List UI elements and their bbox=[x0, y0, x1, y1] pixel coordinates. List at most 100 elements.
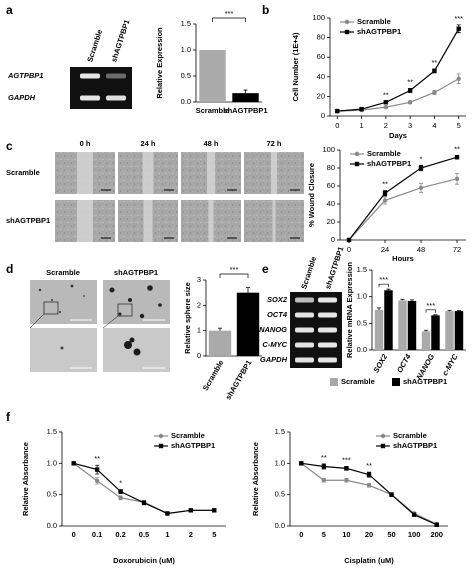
y-axis-label: Relative Absorbance bbox=[251, 442, 260, 516]
gel-band bbox=[295, 327, 314, 333]
error-bar bbox=[377, 307, 382, 310]
sphere bbox=[133, 348, 141, 356]
y-tick-label: 20 bbox=[327, 217, 335, 226]
significance-label: * bbox=[119, 479, 122, 488]
error-bar bbox=[419, 182, 423, 193]
panel-letter: a bbox=[6, 3, 13, 17]
image-column-label: 72 h bbox=[266, 139, 281, 148]
legend-label: Scramble bbox=[357, 17, 391, 26]
error-bar bbox=[386, 288, 391, 291]
panel-letter: f bbox=[6, 410, 11, 424]
x-tick-label: 20 bbox=[365, 530, 373, 539]
x-tick-label: 3 bbox=[408, 121, 412, 130]
x-tick-label: shAGTPBP1 bbox=[224, 358, 254, 401]
gel-row-label: SOX2 bbox=[267, 295, 288, 304]
panel-letter: c bbox=[6, 139, 13, 153]
x-tick-label: 200 bbox=[430, 530, 443, 539]
x-tick-label: 0 bbox=[335, 121, 339, 130]
error-bar bbox=[433, 314, 438, 316]
x-tick-label: c-MYC bbox=[440, 352, 460, 377]
marker bbox=[389, 492, 394, 497]
significance-bracket bbox=[212, 17, 246, 22]
marker bbox=[118, 489, 123, 494]
marker bbox=[432, 68, 437, 74]
x-tick-label: OCT4 bbox=[395, 352, 413, 375]
y-tick-label: 0.5 bbox=[47, 490, 57, 499]
gel-column-label: shAGTPBP1 bbox=[109, 18, 131, 63]
gel-band bbox=[106, 95, 126, 101]
legend-label: Scramble bbox=[171, 431, 205, 440]
y-axis-label: Relative Absorbance bbox=[21, 442, 30, 516]
scratch-gap bbox=[143, 200, 153, 242]
image-column-label: 24 h bbox=[140, 139, 155, 148]
y-tick-label: 1.5 bbox=[181, 19, 191, 28]
gel-band bbox=[295, 357, 314, 363]
bar bbox=[199, 50, 226, 102]
y-tick-label: 1.5 bbox=[47, 427, 57, 436]
x-tick-label: 1 bbox=[359, 121, 363, 130]
scratch-gap bbox=[207, 152, 215, 194]
sphere bbox=[60, 346, 64, 350]
y-tick-label: 1.5 bbox=[357, 265, 367, 274]
error-bar bbox=[456, 310, 461, 312]
bar bbox=[208, 330, 232, 356]
bar bbox=[232, 93, 259, 102]
y-axis-label: Relative Expression bbox=[155, 27, 164, 99]
marker bbox=[454, 155, 460, 160]
y-tick-label: 100 bbox=[312, 13, 325, 22]
error-bar bbox=[246, 287, 250, 293]
significance-label: ** bbox=[321, 453, 327, 462]
sphere bbox=[147, 285, 153, 291]
y-tick-label: 0.0 bbox=[181, 97, 191, 106]
image-column-label: Scramble bbox=[46, 268, 80, 277]
x-tick-label: 0 bbox=[72, 530, 76, 539]
y-tick-label: 60 bbox=[317, 52, 325, 61]
x-tick-label: 2 bbox=[189, 530, 193, 539]
sphere bbox=[59, 311, 61, 313]
y-tick-label: 1.5 bbox=[275, 427, 285, 436]
marker bbox=[407, 88, 413, 93]
x-tick-label: 0.5 bbox=[139, 530, 149, 539]
significance-label: ** bbox=[383, 90, 389, 99]
marker bbox=[212, 508, 217, 513]
bar bbox=[384, 290, 393, 350]
marker bbox=[299, 461, 304, 466]
significance-label: *** bbox=[225, 9, 234, 18]
gel-column-label: Scramble bbox=[299, 255, 318, 290]
legend-label: shAGTPBP1 bbox=[357, 27, 401, 36]
significance-label: *** bbox=[230, 265, 239, 274]
legend-marker bbox=[344, 19, 350, 25]
error-bar bbox=[243, 89, 248, 94]
y-tick-label: 1.0 bbox=[47, 458, 57, 467]
marker bbox=[456, 26, 461, 31]
gel-column-label: shAGTPBP1 bbox=[323, 245, 345, 290]
significance-label: *** bbox=[426, 301, 435, 310]
gel-band bbox=[80, 95, 100, 101]
error-bar bbox=[447, 310, 452, 312]
marker bbox=[382, 198, 388, 203]
bar bbox=[407, 300, 417, 350]
marker bbox=[383, 104, 389, 110]
marker bbox=[321, 478, 327, 483]
y-tick-label: 2 bbox=[197, 300, 201, 309]
error-bar bbox=[455, 173, 459, 185]
y-tick-label: 40 bbox=[317, 72, 325, 81]
line bbox=[73, 462, 215, 515]
marker bbox=[94, 478, 100, 484]
gel-band bbox=[318, 297, 337, 303]
legend-label: Scramble bbox=[393, 431, 427, 440]
error-bar bbox=[218, 327, 222, 331]
gel-band bbox=[80, 73, 100, 79]
legend-label: Scramble bbox=[341, 377, 375, 386]
sphere bbox=[118, 312, 122, 316]
gel-row-label: C-MYC bbox=[262, 340, 287, 349]
x-axis-label: Cisplatin (uM) bbox=[344, 556, 394, 565]
marker bbox=[411, 512, 417, 517]
line bbox=[348, 156, 458, 241]
y-tick-label: 60 bbox=[327, 181, 335, 190]
legend-label: Scramble bbox=[367, 149, 401, 158]
marker bbox=[366, 483, 372, 488]
x-tick-label: 5 bbox=[457, 121, 461, 130]
x-tick-label: 0 bbox=[347, 245, 351, 254]
